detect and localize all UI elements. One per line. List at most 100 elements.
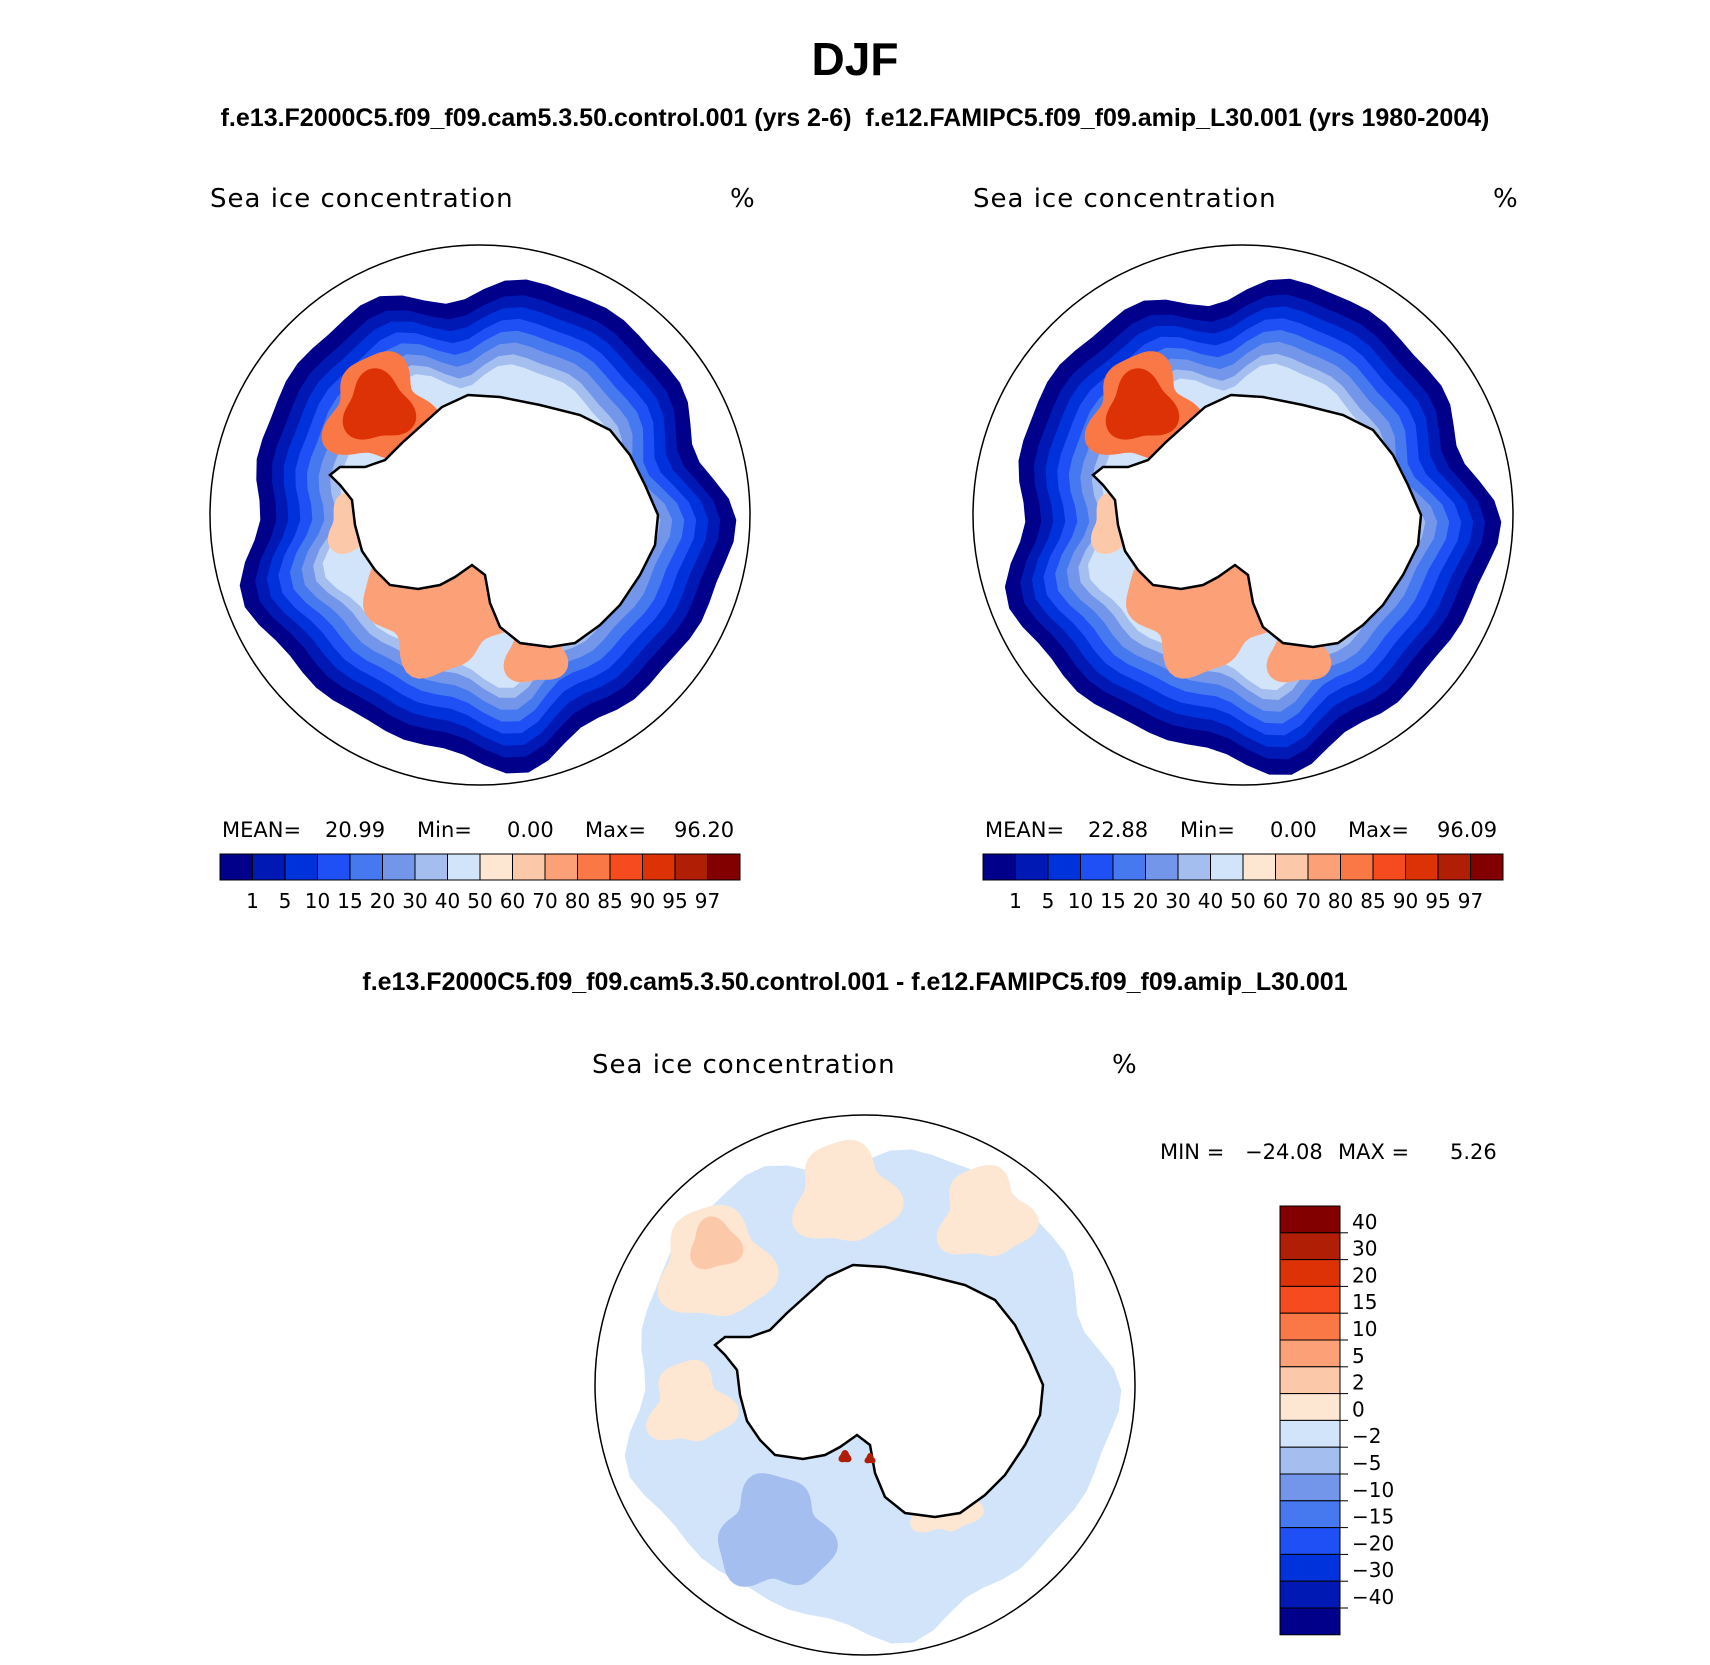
colorbar-segment (1279, 1419, 1341, 1448)
panel1-max-label: Max= (585, 818, 647, 842)
colorbar-segment (1279, 1312, 1341, 1341)
colorbar-tick-label: 40 (1352, 1210, 1377, 1234)
colorbar-tick-label: 10 (1352, 1317, 1377, 1341)
colorbar-segment (1437, 853, 1471, 881)
diff-max-label: MAX = (1338, 1140, 1410, 1164)
colorbar-tick-label: 40 (435, 889, 460, 913)
panel1-mean-label: MEAN= (222, 818, 302, 842)
antarctica-coastline (328, 393, 660, 649)
antarctica-coastline (1091, 393, 1423, 649)
colorbar-segment (1372, 853, 1406, 881)
colorbar-tick-label: 97 (695, 889, 720, 913)
panel2-mean-value: 22.88 (1088, 818, 1149, 842)
weddell-sea-ice-core (1105, 368, 1180, 440)
colorbar-segment (252, 853, 286, 881)
colorbar-segment (1279, 1473, 1341, 1502)
colorbar-tick-label: 5 (1042, 889, 1055, 913)
colorbar-tick-label: 60 (1263, 889, 1288, 913)
colorbar-tick-label: 90 (630, 889, 655, 913)
colorbar-tick-label: −2 (1352, 1424, 1381, 1448)
panel2-max-label: Max= (1348, 818, 1410, 842)
panel1-mean-value: 20.99 (325, 818, 386, 842)
colorbar-segment (1470, 853, 1504, 881)
colorbar-tick-label: 30 (402, 889, 427, 913)
colorbar-tick-label: 50 (467, 889, 492, 913)
colorbar-tick-label: 40 (1198, 889, 1223, 913)
colorbar-tick-label: 30 (1352, 1237, 1377, 1261)
colorbar-segment (1279, 1393, 1341, 1421)
difference-field-negative (792, 1139, 904, 1242)
colorbar-tick-label: 10 (1068, 889, 1093, 913)
difference-field-negative (646, 1359, 739, 1442)
colorbar-tick-label: 20 (1352, 1263, 1377, 1287)
panel1-variable-label: Sea ice concentration (210, 184, 514, 214)
colorbar-tick-label: 80 (565, 889, 590, 913)
figure-title: DJF (811, 33, 899, 85)
colorbar-tick-label: −40 (1352, 1585, 1394, 1609)
difference-field-positive (717, 1473, 838, 1587)
colorbar-segment (1279, 1446, 1341, 1475)
panel2-max-value: 96.09 (1437, 818, 1498, 842)
colorbar-segment (1307, 853, 1341, 881)
panel2-min-value: 0.00 (1270, 818, 1317, 842)
diff-polar-map (594, 1114, 1136, 1656)
difference-field-negative (690, 1216, 744, 1270)
colorbar-tick-label: 60 (500, 889, 525, 913)
colorbar-segment (1279, 1339, 1341, 1368)
colorbar-segment (1279, 1232, 1341, 1261)
panel2-polar-map (972, 244, 1514, 786)
colorbar-segment (642, 853, 676, 881)
colorbar-segment (1279, 1285, 1341, 1314)
colorbar-tick-label: −5 (1352, 1451, 1381, 1475)
panel1-min-value: 0.00 (507, 818, 554, 842)
colorbar-segment (1047, 853, 1081, 881)
panel1-units-label: % (730, 184, 756, 214)
colorbar-segment (414, 853, 448, 881)
colorbar-segment (1279, 1580, 1341, 1609)
colorbar-tick-label: 2 (1352, 1371, 1365, 1395)
colorbar-tick-label: 1 (1009, 889, 1022, 913)
panel1-min-label: Min= (417, 818, 472, 842)
colorbar-segment (1242, 853, 1276, 881)
colorbar-tick-label: 85 (1360, 889, 1385, 913)
colorbar-tick-label: 95 (662, 889, 687, 913)
diff-max-value: 5.26 (1450, 1140, 1497, 1164)
colorbar-segment (707, 853, 741, 881)
colorbar-segment (317, 853, 351, 881)
colorbar-tick-label: 70 (1295, 889, 1320, 913)
panel2-colorbar: 1 5 10 15 20 30 40 50 60 70 80 85 90 95 97 (982, 853, 1504, 913)
colorbar-tick-label: −10 (1352, 1478, 1394, 1502)
colorbar-segment (1279, 1366, 1341, 1395)
colorbar-tick-label: −30 (1352, 1558, 1394, 1582)
colorbar-tick-label: 15 (337, 889, 362, 913)
colorbar-segment (1279, 1527, 1341, 1555)
colorbar-segment (1279, 1607, 1341, 1636)
colorbar-segment (1405, 853, 1439, 881)
colorbar-tick-label: 80 (1328, 889, 1353, 913)
diff-min-value: −24.08 (1245, 1140, 1323, 1164)
panel1-polar-map (209, 244, 751, 786)
colorbar-tick-label: 90 (1393, 889, 1418, 913)
panel2-min-label: Min= (1180, 818, 1235, 842)
colorbar-segment (1279, 1205, 1341, 1234)
colorbar-segment (512, 853, 546, 881)
colorbar-segment (1145, 853, 1179, 881)
colorbar-tick-label: 30 (1165, 889, 1190, 913)
difference-subtitle: f.e13.F2000C5.f09_f09.cam5.3.50.control.… (362, 968, 1348, 996)
colorbar-tick-label: 97 (1458, 889, 1483, 913)
colorbar-segment (1279, 1500, 1341, 1529)
colorbar-tick-label: 70 (532, 889, 557, 913)
difference-field-strong-negative (864, 1453, 876, 1464)
diff-variable-label: Sea ice concentration (592, 1050, 896, 1080)
colorbar-segment (1340, 853, 1374, 881)
colorbar-segment (1279, 1259, 1341, 1287)
colorbar-segment (1112, 853, 1146, 881)
colorbar-tick-label: 15 (1352, 1290, 1377, 1314)
colorbar-tick-label: 10 (305, 889, 330, 913)
colorbar-segment (447, 853, 481, 881)
colorbar-segment (479, 853, 513, 881)
colorbar-segment (609, 853, 643, 881)
antarctica-coastline (713, 1263, 1045, 1519)
colorbar-tick-label: 1 (246, 889, 259, 913)
